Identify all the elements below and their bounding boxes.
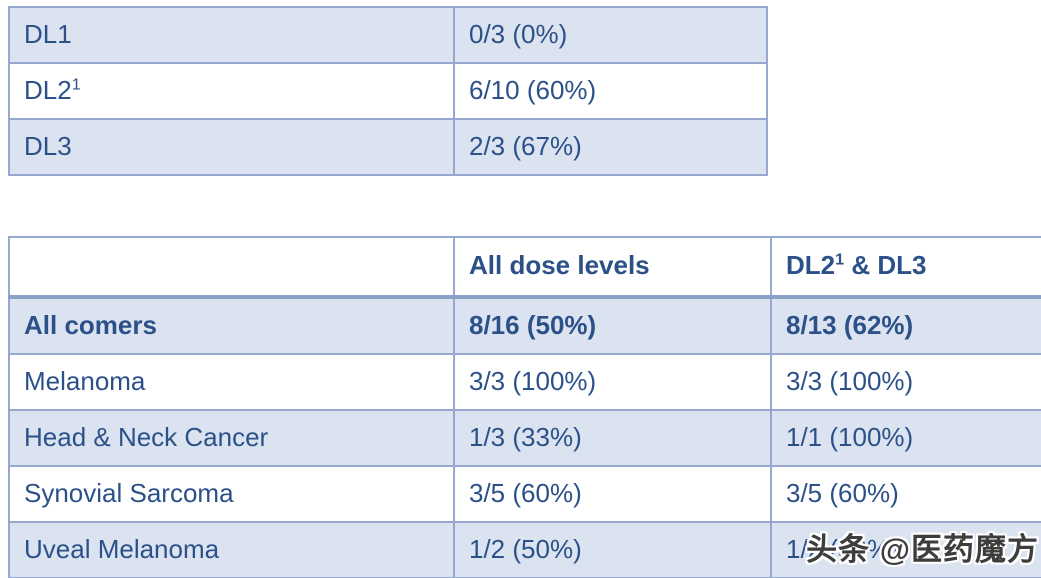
response-value: 0/3 (0%) [453,6,768,64]
dl23-value: 1/2 (50%) [770,521,1041,578]
header-dl3-text: & DL3 [844,250,927,280]
cohort-label: Melanoma [8,353,455,411]
all-dose-value: 8/16 (50%) [453,295,772,355]
dl23-value: 3/3 (100%) [770,353,1041,411]
cohort-label: Synovial Sarcoma [8,465,455,523]
cohort-label: All comers [8,295,455,355]
footnote-superscript: 1 [71,74,81,93]
cohort-label: Uveal Melanoma [8,521,455,578]
header-row: All dose levels DL21 & DL3 [8,236,1041,298]
footnote-superscript: 1 [835,250,845,269]
dose-level-text: DL2 [24,74,72,105]
table-row: Melanoma 3/3 (100%) 3/3 (100%) [8,353,1041,411]
cohort-response-table: All dose levels DL21 & DL3 All comers 8/… [8,236,1041,578]
response-value: 6/10 (60%) [453,62,768,120]
dl23-value: 3/5 (60%) [770,465,1041,523]
table-row-all-comers: All comers 8/16 (50%) 8/13 (62%) [8,295,1041,355]
dose-level-response-table: DL1 0/3 (0%) DL21 6/10 (60%) DL3 2/3 (67… [8,6,768,176]
table-row: Uveal Melanoma 1/2 (50%) 1/2 (50%) [8,521,1041,578]
table-row: DL21 6/10 (60%) [8,62,768,120]
all-dose-value: 3/3 (100%) [453,353,772,411]
dl23-value: 1/1 (100%) [770,409,1041,467]
header-dl2-dl3: DL21 & DL3 [770,236,1041,298]
dose-level-label: DL1 [8,6,455,64]
table-row: Synovial Sarcoma 3/5 (60%) 3/5 (60%) [8,465,1041,523]
dose-level-label: DL3 [8,118,455,176]
dose-level-text: DL1 [24,18,72,49]
table-row: Head & Neck Cancer 1/3 (33%) 1/1 (100%) [8,409,1041,467]
all-dose-value: 1/3 (33%) [453,409,772,467]
response-value: 2/3 (67%) [453,118,768,176]
table-row: DL3 2/3 (67%) [8,118,768,176]
watermark: 头条 @医药魔方 [806,532,1039,567]
dose-level-label: DL21 [8,62,455,120]
header-all-dose-levels: All dose levels [453,236,772,298]
all-dose-value: 1/2 (50%) [453,521,772,578]
cohort-label: Head & Neck Cancer [8,409,455,467]
dl23-value: 8/13 (62%) [770,295,1041,355]
all-dose-value: 3/5 (60%) [453,465,772,523]
header-empty-cell [8,236,455,298]
header-dl2-text: DL2 [786,250,836,280]
dose-level-text: DL3 [24,130,72,161]
table-row: DL1 0/3 (0%) [8,6,768,64]
